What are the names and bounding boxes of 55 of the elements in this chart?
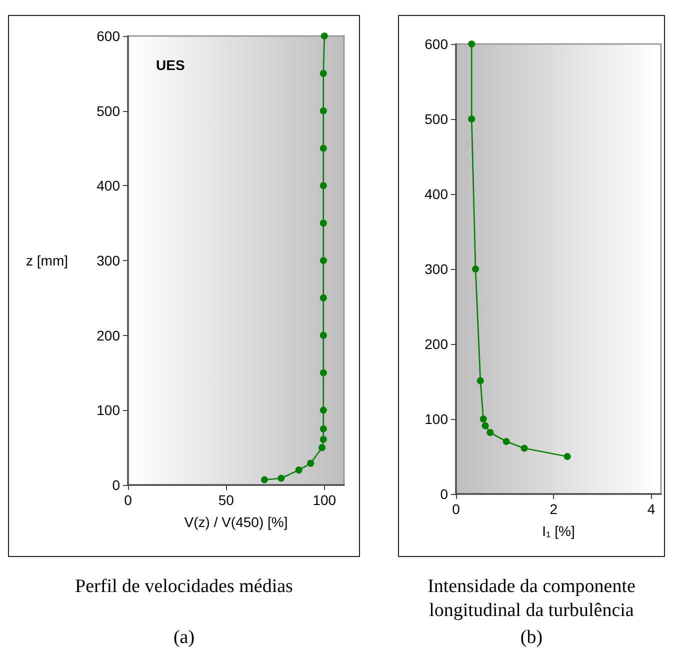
y-tick-label: 200 xyxy=(96,327,120,344)
x-tick-label: 2 xyxy=(550,501,558,517)
point xyxy=(320,220,327,227)
text: Perfil de velocidades médias xyxy=(74,575,294,599)
point xyxy=(468,116,476,122)
point xyxy=(468,40,476,48)
point xyxy=(320,182,327,190)
point xyxy=(318,444,326,452)
x-tick-label: 4 xyxy=(647,501,656,517)
y-tick-label: 400 xyxy=(96,178,120,194)
point xyxy=(260,476,268,484)
x-tick-label: 100 xyxy=(312,492,336,508)
point xyxy=(564,453,571,460)
text: (b) xyxy=(519,626,544,650)
point xyxy=(476,377,484,384)
y-tick-label: 600 xyxy=(96,28,120,44)
y-tick-label: 400 xyxy=(424,186,448,202)
y-tick-label: 200 xyxy=(424,336,448,352)
point xyxy=(320,436,327,443)
point xyxy=(320,32,328,40)
y-axis-title: z [mm] xyxy=(26,252,68,268)
point xyxy=(480,416,487,422)
y-tick-label: 500 xyxy=(96,102,120,119)
x-tick-label: 50 xyxy=(218,492,234,508)
point xyxy=(320,332,327,339)
point xyxy=(320,294,327,302)
point xyxy=(472,266,480,272)
annotation: UES xyxy=(156,57,185,73)
point xyxy=(486,429,494,436)
point xyxy=(482,422,489,430)
point xyxy=(320,144,327,152)
y-tick-label: 300 xyxy=(424,261,448,277)
y-tick-label: 100 xyxy=(96,402,120,418)
y-tick-label: 100 xyxy=(424,411,448,427)
x-tick-label: 0 xyxy=(452,501,460,517)
x-axis-title: V(z) / V(450) [%] xyxy=(184,514,288,530)
y-tick-label: 0 xyxy=(112,477,120,493)
point xyxy=(320,425,327,432)
point xyxy=(307,460,314,467)
point xyxy=(502,438,510,445)
x-axis-title: I₁ [%] xyxy=(542,523,575,539)
text: Intensidade da componente longitudinal da turbulência xyxy=(426,575,636,623)
text: (a) xyxy=(172,626,196,650)
point xyxy=(320,369,327,376)
x-tick-label: 0 xyxy=(124,492,132,508)
point xyxy=(520,444,528,452)
y-tick-label: 600 xyxy=(424,36,448,52)
point xyxy=(320,406,327,414)
y-tick-label: 500 xyxy=(424,111,448,127)
point xyxy=(295,466,302,474)
point xyxy=(320,107,327,114)
point xyxy=(278,474,285,482)
point xyxy=(320,257,327,264)
y-tick-label: 300 xyxy=(96,252,120,268)
point xyxy=(320,70,327,77)
